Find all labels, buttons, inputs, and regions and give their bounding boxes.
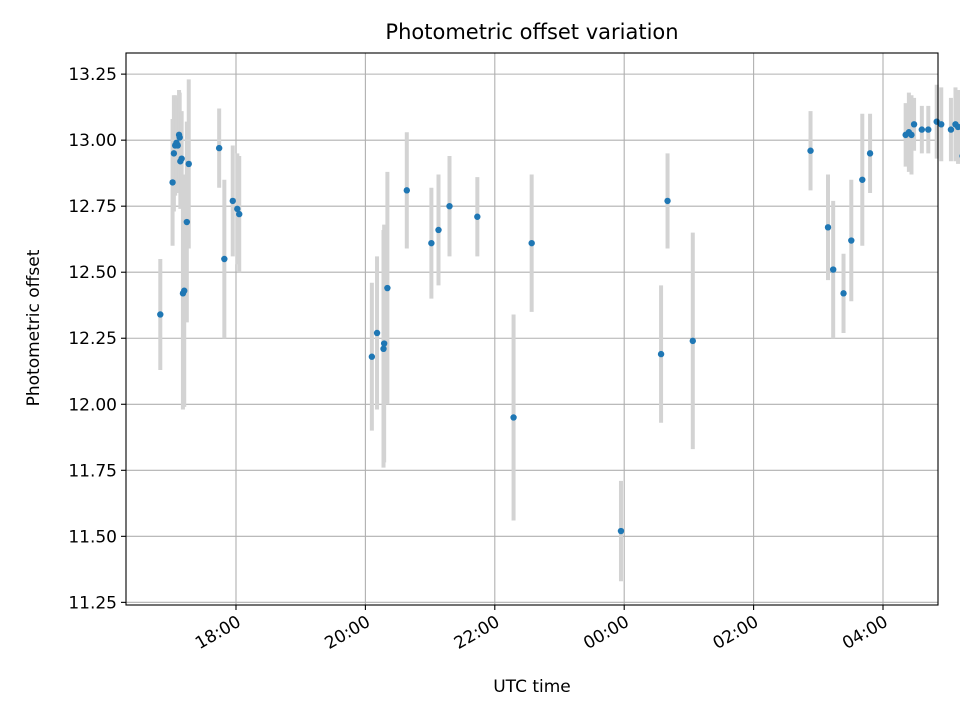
data-point [215, 144, 223, 152]
data-point [170, 150, 178, 157]
y-tick-label: 12.75 [68, 197, 117, 217]
x-axis-ticks: 18:00 20:00 22:00 00:00 02:00 04:00 [192, 605, 892, 654]
x-tick-label: 00:00 [580, 612, 632, 654]
data-point [947, 126, 955, 133]
data-point [918, 126, 926, 133]
grid-layer [126, 53, 938, 605]
data-point [657, 350, 665, 358]
data-point [954, 123, 960, 131]
data-point [840, 290, 847, 297]
data-point [910, 121, 918, 128]
data-point [368, 353, 376, 360]
x-tick-label: 22:00 [451, 612, 503, 654]
plot-frame [125, 52, 939, 606]
x-tick-label: 18:00 [192, 612, 244, 654]
y-axis-label: Photometric offset [24, 249, 44, 406]
data-point [236, 210, 243, 218]
errorbar-layer [158, 79, 960, 582]
data-point [938, 121, 945, 128]
data-point [380, 340, 388, 347]
chart-title: Photometric offset variation [385, 20, 678, 44]
x-tick-label: 02:00 [710, 612, 762, 654]
point-layer [157, 118, 960, 535]
data-point [185, 160, 192, 168]
data-point [229, 197, 236, 205]
data-point [221, 255, 228, 263]
data-point [474, 213, 481, 220]
data-point [859, 176, 866, 183]
data-point [403, 187, 411, 194]
y-tick-label: 13.25 [68, 65, 117, 85]
data-point [510, 414, 517, 421]
data-point [183, 218, 191, 226]
data-point [807, 147, 814, 154]
data-point [174, 142, 181, 149]
data-point [848, 237, 855, 244]
data-point [428, 239, 435, 247]
x-tick-label: 04:00 [839, 612, 891, 654]
y-tick-label: 11.50 [68, 527, 117, 547]
data-point [384, 284, 391, 292]
data-point [234, 205, 241, 213]
x-tick-label: 20:00 [321, 612, 373, 654]
data-point [925, 126, 932, 133]
data-point [380, 345, 387, 353]
y-tick-label: 11.75 [68, 461, 117, 481]
data-point [178, 155, 185, 162]
data-point [446, 202, 453, 210]
data-point [617, 527, 625, 535]
y-tick-label: 11.25 [68, 593, 117, 613]
data-point [908, 131, 915, 139]
data-point [181, 287, 188, 294]
data-point [664, 197, 671, 205]
y-tick-label: 12.25 [68, 329, 117, 349]
data-point [866, 150, 874, 157]
data-point [824, 224, 832, 231]
data-point [157, 311, 164, 318]
y-axis-ticks: 11.25 11.50 11.75 12.00 12.25 12.50 12.75 13.00… [68, 65, 126, 613]
data-point [176, 134, 183, 141]
y-tick-label: 12.00 [68, 395, 117, 415]
data-point [435, 226, 442, 234]
y-tick-label: 13.00 [68, 131, 117, 151]
data-point [528, 239, 535, 247]
data-point [829, 266, 837, 273]
data-point [689, 337, 696, 345]
y-tick-label: 12.50 [68, 263, 117, 283]
data-point [169, 179, 176, 186]
data-point [373, 329, 381, 337]
x-axis-label: UTC time [493, 677, 571, 697]
